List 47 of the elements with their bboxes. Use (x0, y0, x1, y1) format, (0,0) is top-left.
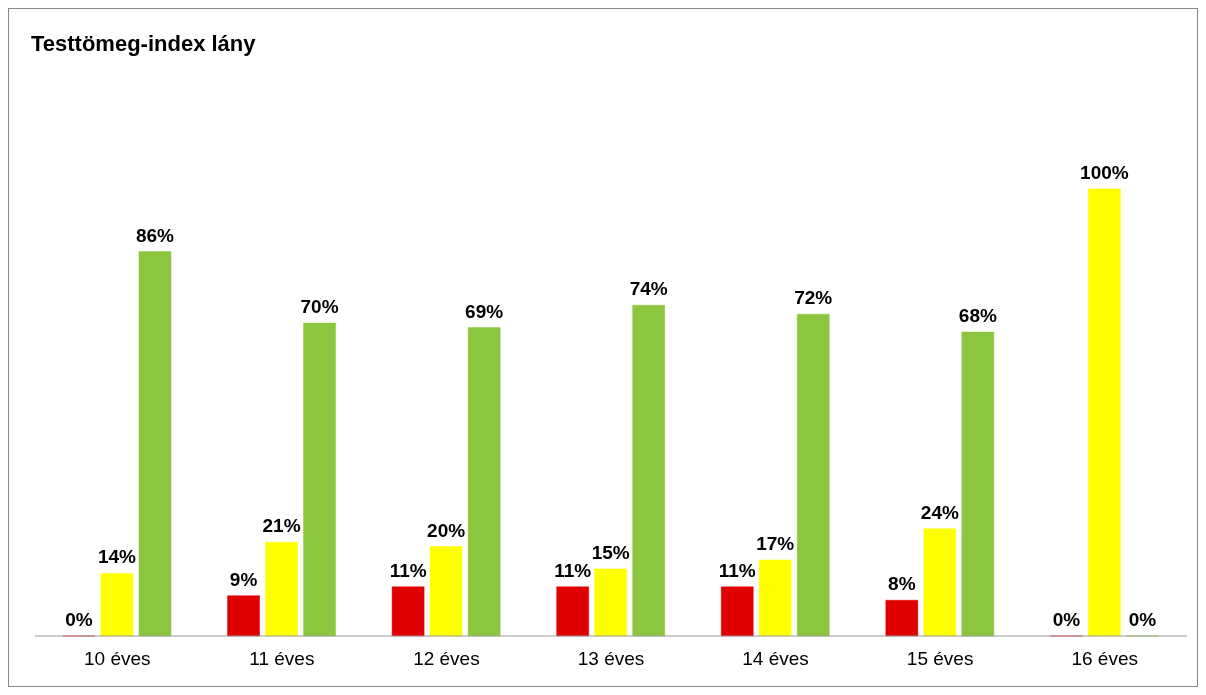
data-label: 20% (427, 519, 466, 541)
data-label: 17% (756, 533, 795, 555)
bar (303, 322, 336, 637)
bar (594, 568, 627, 637)
bar (556, 586, 589, 637)
bar (467, 327, 501, 637)
data-label: 68% (958, 305, 997, 327)
x-tick-label: 11 éves (249, 648, 315, 670)
data-label: 0% (65, 609, 93, 630)
data-label: 11% (389, 559, 427, 581)
bar (429, 546, 463, 637)
bar (1088, 188, 1121, 637)
bar (227, 595, 260, 637)
data-label: 11% (718, 559, 756, 581)
data-label: 86% (135, 224, 175, 246)
data-label: 15% (591, 541, 630, 563)
x-tick-label: 16 éves (1071, 648, 1138, 670)
bar (391, 586, 425, 637)
data-label: 11% (554, 559, 592, 581)
bar (721, 586, 754, 637)
bar (759, 559, 792, 637)
bar (923, 528, 957, 637)
bar (632, 304, 665, 637)
bar (265, 541, 298, 637)
data-label: 9% (229, 568, 258, 590)
data-label: 14% (97, 546, 137, 568)
bar (100, 573, 134, 637)
x-tick-label: 14 éves (742, 648, 809, 670)
data-label: 8% (888, 573, 916, 595)
chart-title: Testtömeg-index lány (31, 31, 256, 57)
data-label: 24% (920, 501, 959, 523)
data-label: 69% (465, 300, 504, 322)
bar (885, 599, 919, 637)
x-tick-label: 12 éves (413, 648, 480, 670)
data-label: 74% (629, 278, 668, 300)
data-label: 100% (1080, 162, 1129, 183)
data-label: 70% (300, 296, 339, 318)
data-label: 0% (1052, 609, 1081, 630)
x-tick-label: 13 éves (577, 648, 645, 670)
data-label: 72% (794, 287, 833, 309)
x-tick-label: 10 éves (84, 648, 151, 670)
bar (138, 251, 172, 637)
data-label: 21% (262, 515, 301, 537)
x-tick-label: 15 éves (906, 648, 974, 670)
bar (797, 313, 830, 637)
data-label: 0% (1128, 609, 1157, 630)
bar (961, 331, 995, 637)
